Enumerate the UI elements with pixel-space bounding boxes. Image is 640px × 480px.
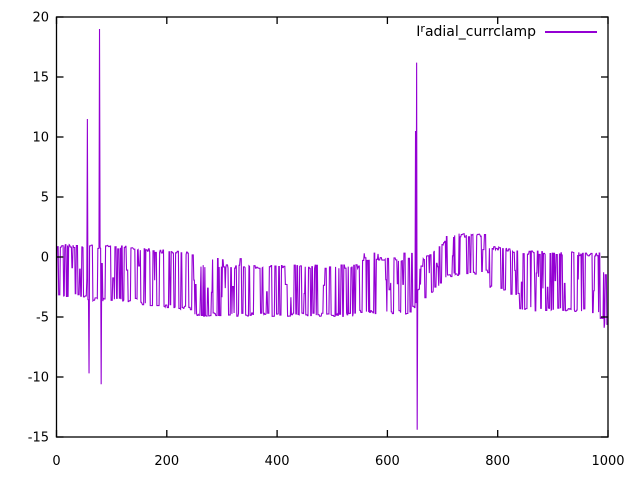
legend-line-sample (545, 31, 597, 33)
legend: Iradial_currclamp (416, 22, 597, 40)
series-group (55, 28, 608, 430)
y-tick-label: 0 (41, 251, 49, 266)
legend-label-base: I (416, 24, 421, 40)
x-tick-label: 600 (375, 454, 400, 469)
series-line (55, 28, 608, 430)
y-tick-label: -10 (28, 371, 49, 386)
y-tick-label: -5 (36, 311, 49, 326)
y-tick-label: -15 (28, 431, 49, 446)
legend-label: Iradial_currclamp (416, 22, 536, 40)
x-tick-label: 400 (265, 454, 290, 469)
x-tick-label: 200 (154, 454, 179, 469)
x-tick-label: 800 (485, 454, 510, 469)
axis-tick-labels: 0 200 400 600 800 1000 -15 -10 -5 0 5 10 15 20 (28, 11, 625, 470)
plot-frame (55, 16, 609, 438)
legend-label-rest: adial_currclamp (424, 24, 536, 40)
y-tick-label: 20 (32, 11, 49, 26)
axis-ticks (55, 16, 609, 438)
y-tick-label: 5 (41, 191, 49, 206)
plot-border (55, 16, 609, 438)
x-tick-label: 0 (52, 454, 60, 469)
legend-label-superscript: r (420, 22, 425, 35)
y-tick-label: 15 (32, 71, 49, 86)
y-tick-label: 10 (32, 131, 49, 146)
x-tick-label: 1000 (591, 454, 624, 469)
